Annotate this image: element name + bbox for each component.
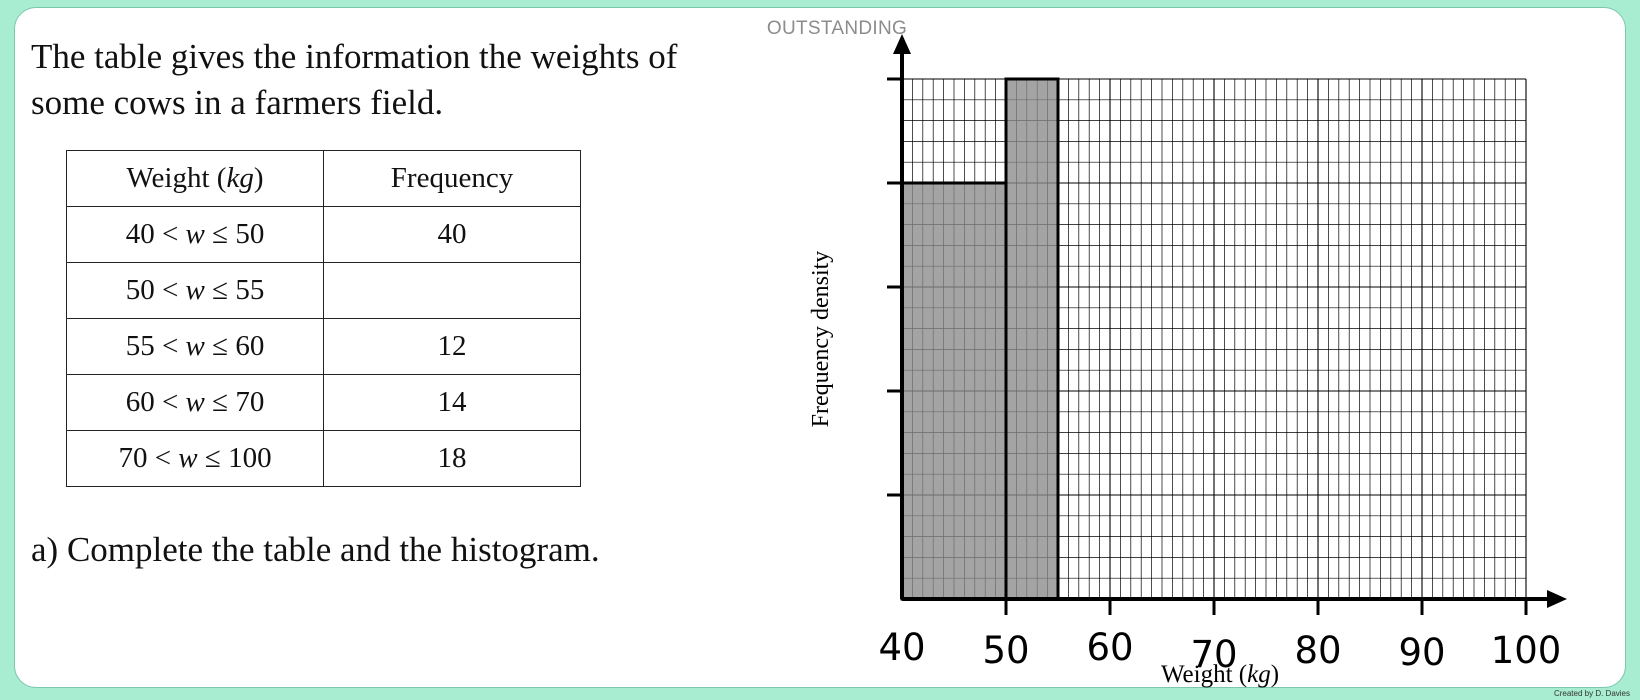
outstanding-banner: OUTSTANDING [766,18,908,39]
y-axis-label: Frequency density [808,251,834,428]
table-row: 70 < w ≤ 100 18 [66,430,581,487]
weight-class-cell: 40 < w ≤ 50 [66,206,324,263]
frequency-cell[interactable] [323,262,581,319]
x-tick-label: 50 [982,629,1029,672]
x-axis-label: Weight (kg) [1161,661,1279,688]
histogram-bar [1004,77,1060,601]
credit-text: Created by D. Davies [1553,689,1630,698]
weight-class-cell: 60 < w ≤ 70 [66,374,324,431]
x-tick-label: 100 [1491,629,1562,672]
table-header-row: Weight (kg) Frequency [66,150,581,207]
frequency-header: Frequency [323,150,581,207]
x-tick-label: 40 [878,626,925,669]
frequency-cell[interactable]: 14 [323,374,581,431]
weight-class-cell: 55 < w ≤ 60 [66,318,324,375]
weight-class-cell: 70 < w ≤ 100 [66,430,324,487]
histogram-bar [900,181,1008,601]
question-intro: The table gives the information the weig… [31,37,678,122]
x-tick-label: 70 [1190,633,1237,676]
x-tick-label: 60 [1086,626,1133,669]
part-a-instruction: a) Complete the table and the histogram. [31,530,600,569]
frequency-cell[interactable]: 18 [323,430,581,487]
x-tick-label: 80 [1294,629,1341,672]
frequency-cell[interactable]: 12 [323,318,581,375]
y-axis-arrow [893,34,911,54]
table-row: 60 < w ≤ 70 14 [66,374,581,431]
table-row: 40 < w ≤ 50 40 [66,206,581,263]
x-tick-label: 90 [1398,631,1445,674]
frequency-cell[interactable]: 40 [323,206,581,263]
table-row: 50 < w ≤ 55 [66,262,581,319]
frequency-table: Weight (kg) Frequency 40 < w ≤ 50 40 50 < … [66,150,581,487]
table-body: 40 < w ≤ 50 40 50 < w ≤ 55 55 < w ≤ 60 12 60 … [66,206,581,487]
table-row: 55 < w ≤ 60 12 [66,318,581,375]
x-axis-arrow [1547,590,1567,608]
